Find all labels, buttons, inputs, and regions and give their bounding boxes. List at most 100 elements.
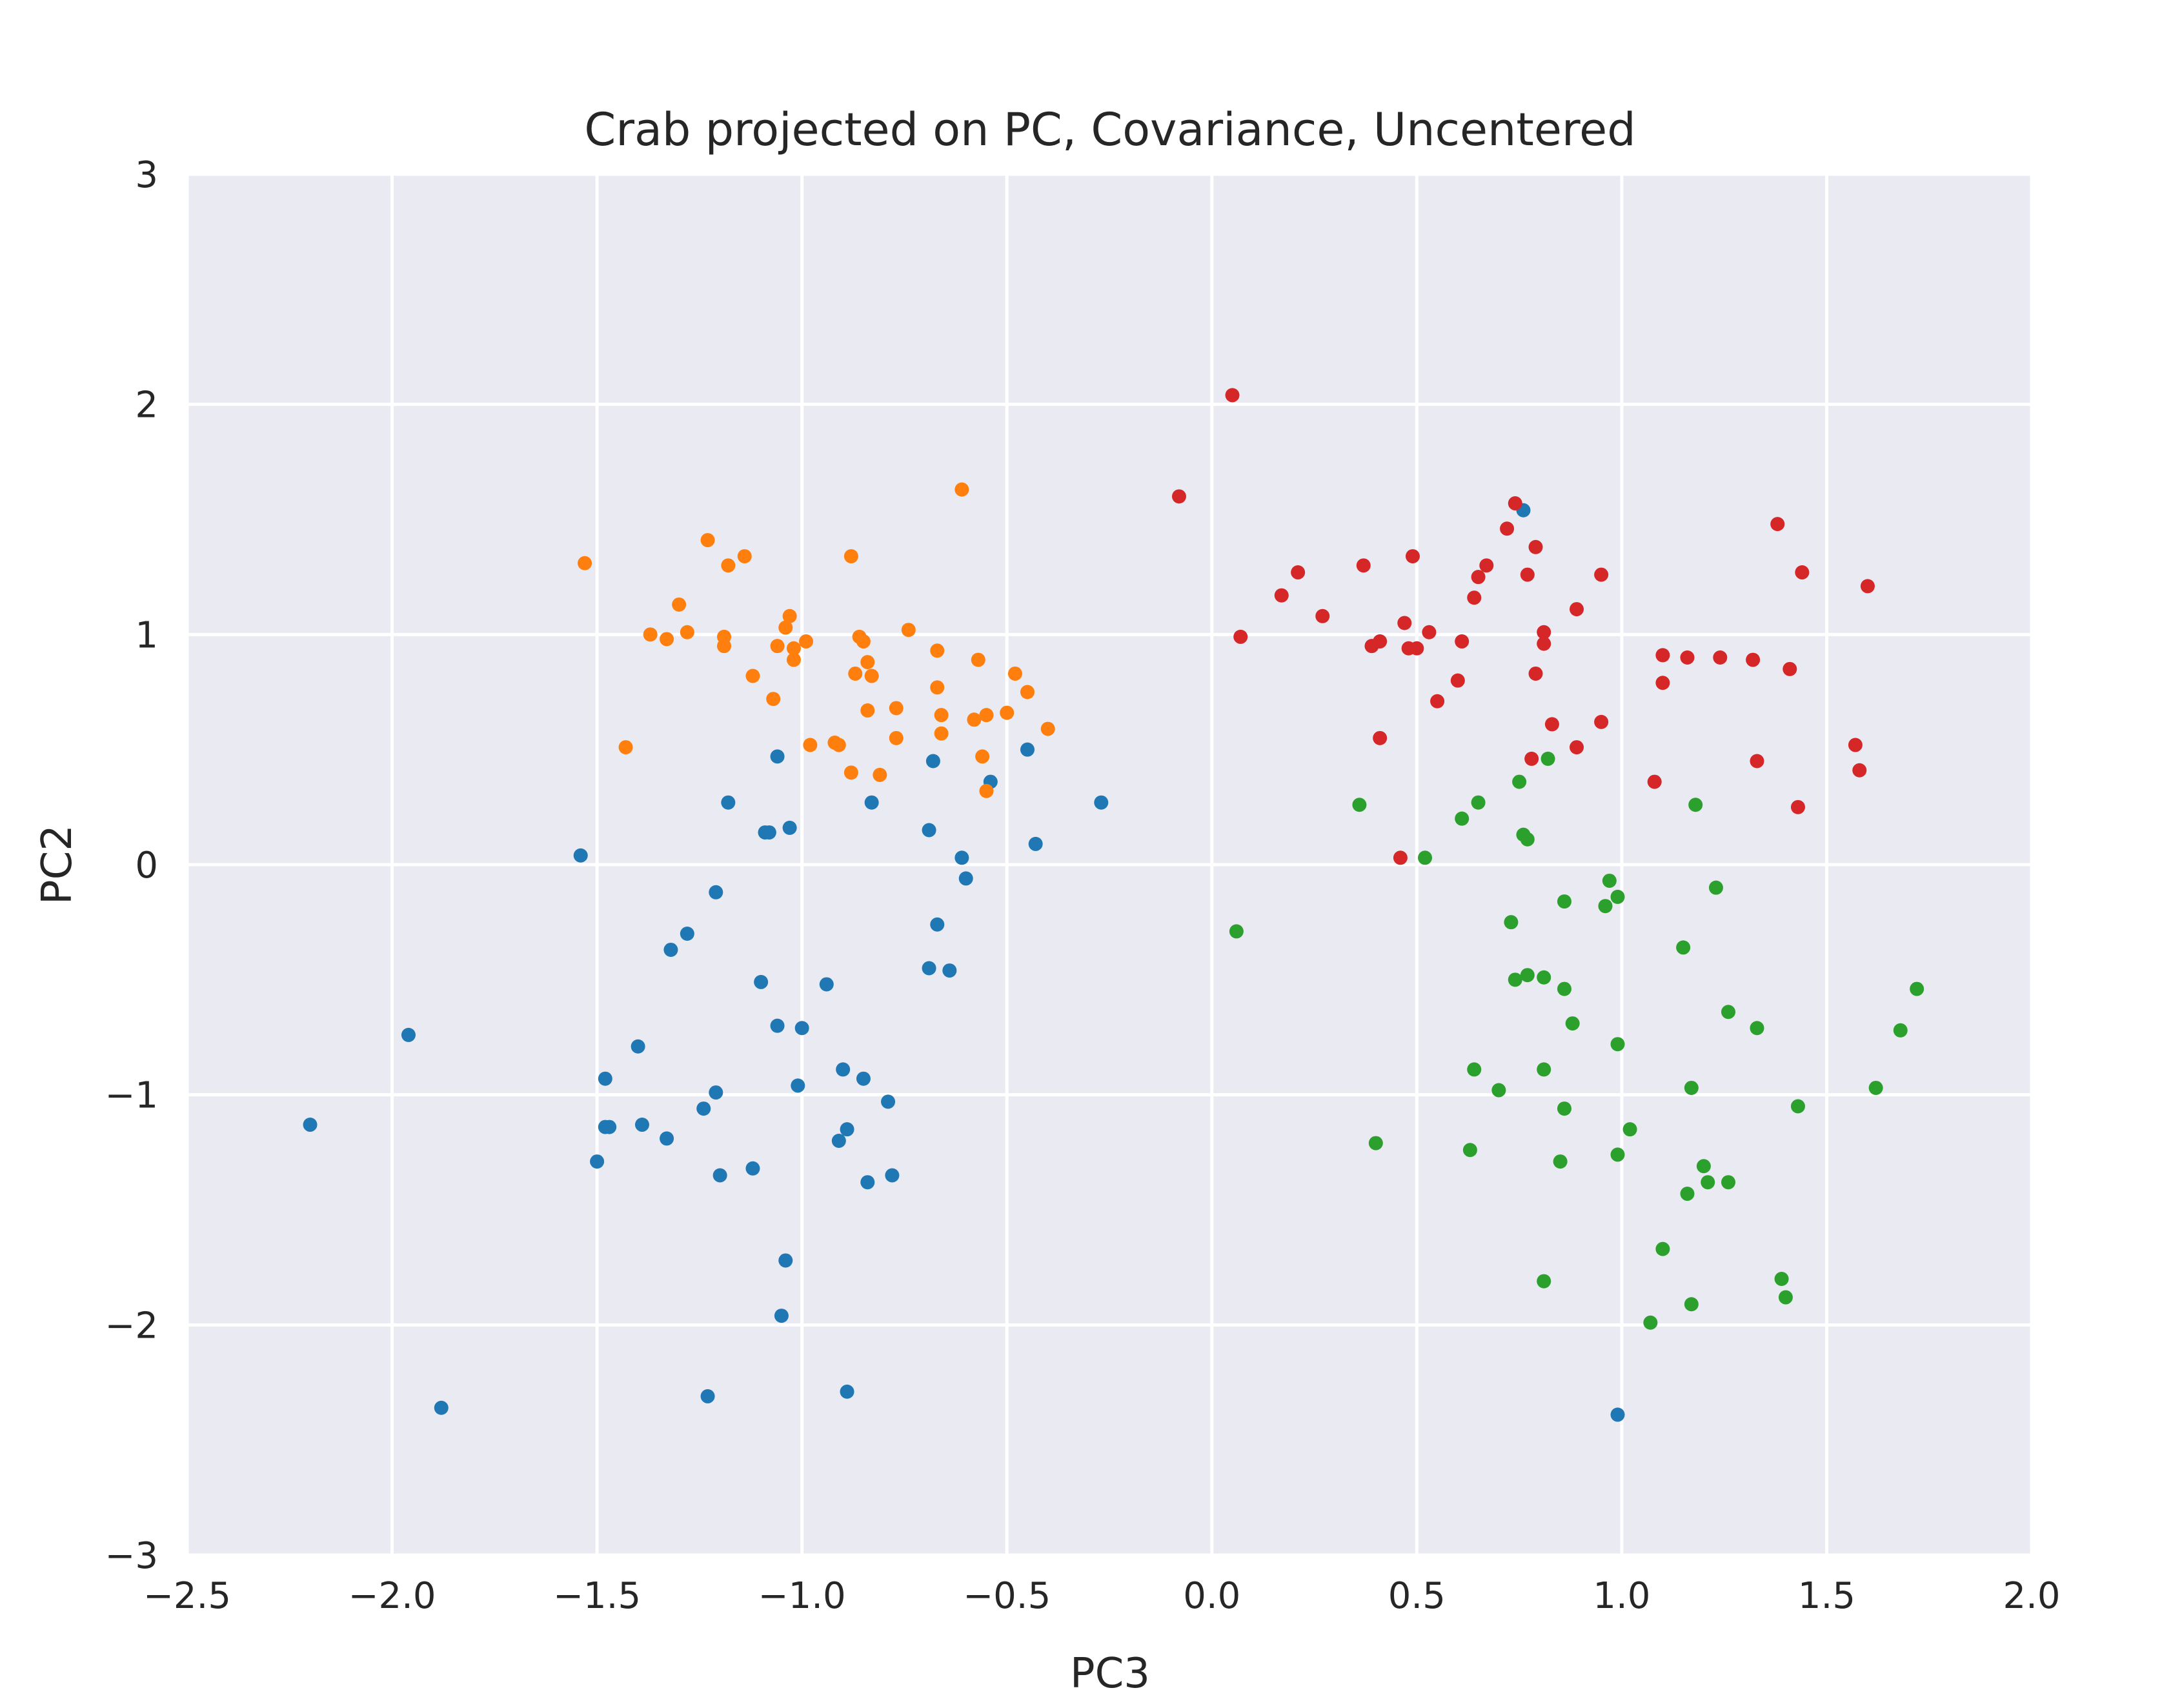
data-point: [1504, 915, 1519, 930]
data-point: [1225, 388, 1240, 403]
data-point: [1537, 1062, 1551, 1077]
data-point: [663, 942, 678, 957]
data-point: [680, 927, 694, 941]
x-tick-label: 1.5: [1798, 1575, 1855, 1617]
data-point: [1570, 740, 1584, 755]
data-point: [1557, 981, 1571, 996]
data-point: [1512, 774, 1527, 789]
data-point: [401, 1027, 416, 1042]
data-point: [754, 974, 769, 989]
data-point: [1541, 751, 1555, 766]
data-point: [1610, 1407, 1625, 1422]
y-tick-label: 2: [135, 385, 158, 427]
grid-lines: [185, 172, 2034, 1557]
series-2: [578, 482, 1055, 798]
data-point: [1713, 650, 1728, 665]
data-point: [1020, 685, 1035, 699]
data-point: [860, 703, 875, 718]
data-point: [1356, 558, 1371, 573]
data-point: [1028, 836, 1043, 851]
data-point: [786, 652, 801, 667]
data-point: [660, 632, 674, 647]
data-point: [840, 1384, 854, 1399]
data-point: [1643, 1315, 1658, 1330]
data-point: [1491, 1083, 1506, 1098]
data-point: [716, 629, 731, 644]
data-point: [1598, 899, 1613, 914]
data-point: [922, 961, 936, 976]
x-tick-label: 0.0: [1183, 1575, 1240, 1617]
data-point: [737, 549, 752, 564]
data-point: [602, 1120, 617, 1134]
data-point: [1557, 1101, 1571, 1116]
data-point: [1680, 650, 1695, 665]
data-point: [709, 885, 723, 899]
y-axis-title: PC2: [34, 825, 81, 905]
data-point: [709, 1085, 723, 1100]
data-point: [721, 795, 736, 810]
data-point: [1520, 968, 1535, 983]
x-tick-label: −1.5: [553, 1575, 641, 1617]
data-point: [1594, 567, 1609, 582]
y-tick-label: −1: [105, 1075, 158, 1117]
data-point: [971, 652, 985, 667]
data-point: [1508, 972, 1522, 987]
data-point: [1746, 652, 1761, 667]
data-point: [786, 641, 801, 656]
y-tick-label: −2: [105, 1305, 158, 1347]
data-point: [955, 850, 969, 865]
data-point: [885, 1168, 900, 1183]
data-point: [1537, 636, 1551, 651]
data-point: [1610, 1147, 1625, 1162]
data-point: [1795, 565, 1810, 580]
data-point: [1520, 567, 1535, 582]
data-point: [1291, 565, 1306, 580]
data-point: [696, 1101, 711, 1116]
data-point: [844, 549, 858, 564]
data-point: [831, 1134, 846, 1148]
data-point: [803, 738, 818, 752]
data-point: [745, 1161, 760, 1176]
data-point: [1701, 1175, 1715, 1190]
data-point: [1594, 714, 1609, 729]
data-point: [1520, 832, 1535, 847]
data-point: [1500, 521, 1515, 536]
data-point: [1676, 940, 1691, 955]
data-point: [1565, 1016, 1580, 1031]
data-point: [979, 783, 994, 798]
data-point: [1171, 489, 1186, 504]
data-point: [672, 597, 687, 612]
data-point: [831, 738, 846, 752]
data-point: [958, 871, 973, 886]
x-axis-title: PC3: [1070, 1650, 1150, 1698]
data-point: [1020, 742, 1035, 757]
data-point: [1000, 705, 1015, 720]
data-point: [925, 754, 940, 769]
data-point: [1007, 666, 1022, 681]
data-point: [1373, 634, 1388, 649]
x-tick-label: −2.5: [143, 1575, 231, 1617]
x-tick-label: −1.0: [758, 1575, 846, 1617]
data-point: [881, 1094, 896, 1109]
data-point: [1393, 850, 1408, 865]
data-point: [766, 692, 781, 707]
data-point: [860, 655, 875, 670]
data-point: [1910, 981, 1924, 996]
data-point: [770, 639, 785, 654]
data-points: [303, 388, 1924, 1422]
data-point: [634, 1118, 649, 1132]
data-point: [1274, 588, 1289, 603]
data-point: [1373, 730, 1388, 745]
y-tick-label: −3: [105, 1535, 158, 1577]
data-point: [1537, 1274, 1551, 1289]
data-point: [1405, 549, 1420, 564]
data-point: [934, 708, 949, 723]
data-point: [1467, 1062, 1482, 1077]
data-point: [590, 1154, 605, 1169]
series-3: [1229, 751, 1924, 1330]
data-point: [1544, 717, 1559, 732]
data-point: [1430, 694, 1445, 708]
data-point: [967, 712, 982, 727]
data-point: [1852, 763, 1867, 778]
